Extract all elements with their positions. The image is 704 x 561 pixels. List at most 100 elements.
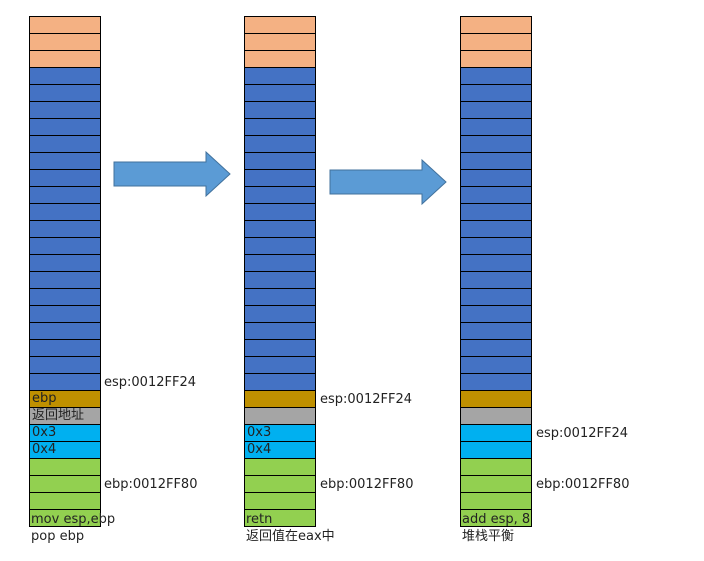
stack-cell-blue <box>244 357 316 374</box>
stack-cell-green <box>29 510 101 527</box>
stack-cell-blue <box>29 238 101 255</box>
stack-2: 0x3 0x4 <box>244 16 316 527</box>
caption-line: 堆栈平衡 <box>462 529 515 544</box>
stack-cell-blue <box>244 68 316 85</box>
stack-cell-arg1 <box>460 425 532 442</box>
stack-cell-return-address: 返回地址 <box>29 408 101 425</box>
stack-cell-ebp: ebp <box>29 391 101 408</box>
stack-cell-green <box>244 510 316 527</box>
stack-cell-arg2 <box>460 442 532 459</box>
caption-line: retn <box>246 512 273 527</box>
stack-cell-blue <box>29 357 101 374</box>
stack-cell-orange <box>29 34 101 51</box>
arrow-right-icon <box>113 150 231 198</box>
stack-cell-blue <box>244 119 316 136</box>
stack-cell-orange <box>244 34 316 51</box>
stack-cell-orange <box>460 34 532 51</box>
stack-3 <box>460 16 532 527</box>
stack-cell-blue <box>244 85 316 102</box>
stack-cell-orange <box>460 51 532 68</box>
stack-cell-blue <box>29 85 101 102</box>
stack-cell-blue <box>244 272 316 289</box>
stack-cell-orange <box>244 51 316 68</box>
stack-cell-blue <box>460 272 532 289</box>
stack-cell-green <box>29 493 101 510</box>
stack-cell-blue <box>244 340 316 357</box>
stack-cell-green <box>460 476 532 493</box>
stack-cell-blue <box>460 170 532 187</box>
caption-line: mov esp,ebp <box>31 512 116 527</box>
stack-cell-blue <box>244 323 316 340</box>
stack-cell-return-address <box>460 408 532 425</box>
stack-cell-orange <box>244 16 316 34</box>
stack-cell-arg1: 0x3 <box>29 425 101 442</box>
stack-cell-blue <box>29 102 101 119</box>
stack-cell-blue <box>244 255 316 272</box>
caption-3: add esp, 8 堆栈平衡 <box>462 511 530 545</box>
stack-cell-blue <box>29 340 101 357</box>
stack-cell-blue <box>244 221 316 238</box>
stack-cell-blue <box>460 153 532 170</box>
stack-cell-blue <box>460 340 532 357</box>
caption-1: mov esp,ebp pop ebp <box>31 511 115 545</box>
stack-cell-arg2: 0x4 <box>29 442 101 459</box>
stack-cell-blue <box>244 289 316 306</box>
stack-cell-blue <box>244 136 316 153</box>
arrow-right-icon <box>329 158 447 206</box>
caption-line: 返回值在eax中 <box>246 529 335 544</box>
ebp-pointer-label: ebp:0012FF80 <box>536 477 630 492</box>
stack-cell-blue <box>244 153 316 170</box>
stack-cell-orange <box>29 51 101 68</box>
stack-cell-blue <box>460 119 532 136</box>
stack-cell-blue <box>460 255 532 272</box>
stack-cell-blue <box>460 85 532 102</box>
stack-1: ebp 返回地址 0x3 0x4 <box>29 16 101 527</box>
caption-line: pop ebp <box>31 529 85 544</box>
stack-cell-blue <box>244 170 316 187</box>
stack-cell-blue <box>29 170 101 187</box>
stack-cell-blue <box>460 289 532 306</box>
esp-pointer-label: esp:0012FF24 <box>104 375 196 390</box>
stack-cell-blue <box>460 238 532 255</box>
stack-cell-orange <box>460 16 532 34</box>
stack-cell-blue <box>460 136 532 153</box>
stack-cell-ebp <box>460 391 532 408</box>
stack-cell-blue <box>29 136 101 153</box>
ebp-pointer-label: ebp:0012FF80 <box>104 477 198 492</box>
stack-cell-green <box>460 459 532 476</box>
stack-cell-blue <box>29 306 101 323</box>
stack-cell-blue <box>29 119 101 136</box>
stack-cell-blue <box>460 374 532 391</box>
caption-2: retn 返回值在eax中 <box>246 511 335 545</box>
stack-cell-blue <box>29 323 101 340</box>
stack-cell-arg2: 0x4 <box>244 442 316 459</box>
stack-cell-blue <box>29 374 101 391</box>
stack-cell-blue <box>244 102 316 119</box>
stack-cell-blue <box>244 374 316 391</box>
stack-cell-blue <box>460 357 532 374</box>
stack-cell-blue <box>29 153 101 170</box>
stack-cell-blue <box>244 204 316 221</box>
stack-cell-blue <box>460 306 532 323</box>
stack-cell-blue <box>460 102 532 119</box>
stack-cell-green <box>29 459 101 476</box>
stack-cell-blue <box>29 289 101 306</box>
stack-cell-blue <box>244 187 316 204</box>
stack-cell-green <box>29 476 101 493</box>
stack-cell-blue <box>460 221 532 238</box>
stack-cell-blue <box>29 272 101 289</box>
esp-pointer-label: esp:0012FF24 <box>320 392 412 407</box>
stack-cell-blue <box>29 204 101 221</box>
stack-cell-blue <box>460 68 532 85</box>
stack-cell-blue <box>29 221 101 238</box>
stack-cell-green <box>244 476 316 493</box>
stack-cell-arg1: 0x3 <box>244 425 316 442</box>
stack-cell-green <box>460 510 532 527</box>
stack-cell-blue <box>244 238 316 255</box>
stack-cell-blue <box>29 255 101 272</box>
esp-pointer-label: esp:0012FF24 <box>536 426 628 441</box>
stack-cell-ebp <box>244 391 316 408</box>
stack-cell-blue <box>460 323 532 340</box>
stack-cell-green <box>244 459 316 476</box>
stack-cell-blue <box>29 187 101 204</box>
